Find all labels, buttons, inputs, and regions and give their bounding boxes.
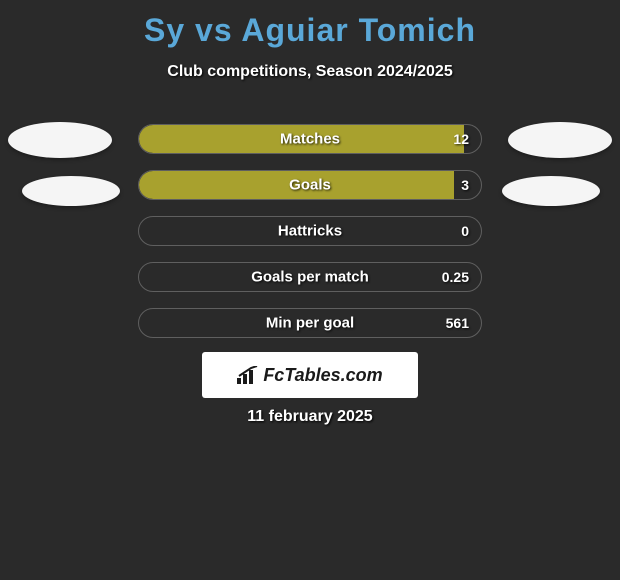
bar-value: 3 [461, 177, 469, 193]
stats-bars: Matches 12 Goals 3 Hattricks 0 Goals per… [138, 124, 482, 354]
bar-label: Hattricks [139, 223, 481, 240]
date-text: 11 february 2025 [0, 408, 620, 426]
bar-label: Goals per match [139, 269, 481, 286]
brand-logo[interactable]: FcTables.com [202, 352, 418, 398]
bar-goals: Goals 3 [138, 170, 482, 200]
bar-hattricks: Hattricks 0 [138, 216, 482, 246]
bar-value: 12 [453, 131, 469, 147]
bar-goals-per-match: Goals per match 0.25 [138, 262, 482, 292]
bar-value: 0 [461, 223, 469, 239]
bar-value: 561 [446, 315, 469, 331]
bar-label: Goals [139, 177, 481, 194]
brand-logo-text: FcTables.com [237, 365, 382, 386]
player-right-avatar [508, 122, 612, 158]
bar-min-per-goal: Min per goal 561 [138, 308, 482, 338]
page-title: Sy vs Aguiar Tomich [0, 0, 620, 49]
bar-matches: Matches 12 [138, 124, 482, 154]
chart-icon [237, 366, 259, 384]
bar-value: 0.25 [442, 269, 469, 285]
bar-label: Min per goal [139, 315, 481, 332]
club-left-avatar [22, 176, 120, 206]
brand-name: FcTables.com [263, 365, 382, 386]
bar-label: Matches [139, 131, 481, 148]
player-left-avatar [8, 122, 112, 158]
club-right-avatar [502, 176, 600, 206]
subtitle: Club competitions, Season 2024/2025 [0, 63, 620, 81]
